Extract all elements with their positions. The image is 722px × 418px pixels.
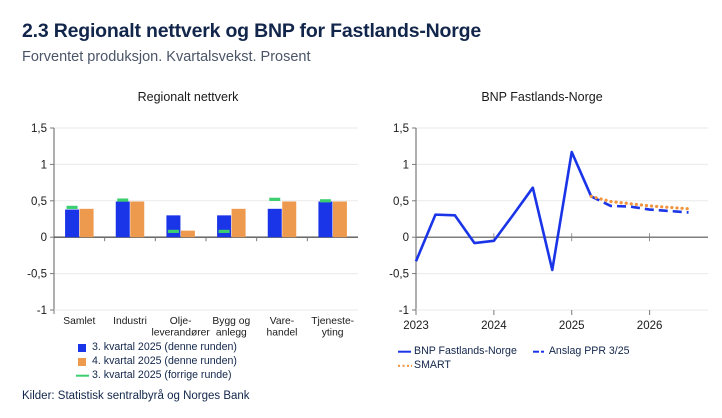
marker-q3-forrige-runde (218, 229, 230, 233)
y-tick-label: 0 (41, 232, 47, 244)
marker-q3-forrige-runde (269, 197, 281, 201)
legend-label: 3. kvartal 2025 (denne runden) (92, 341, 237, 353)
x-category-label: yting (322, 328, 344, 339)
marker-q3-forrige-runde (117, 198, 129, 202)
legend-left: 3. kvartal 2025 (denne runden) 4. kvartal… (76, 341, 237, 383)
series-line-smart (589, 194, 691, 211)
chart-panel-regionalt-nettverk: Regionalt nettverk 1,5 1 0,5 0 -0,5 -1 Samlet I… (14, 90, 362, 339)
bar-q3-denne-runden (115, 201, 130, 238)
legend-item[interactable]: SMART (398, 359, 517, 372)
y-tick-label: 0,5 (393, 196, 409, 208)
legend-item[interactable]: BNP Fastlands-Norge (398, 345, 517, 358)
chart-title-left: Regionalt nettverk (137, 90, 239, 104)
legend-swatch-line (76, 369, 89, 382)
marker-q3-forrige-runde (167, 229, 179, 233)
legend-column-primary: BNP Fastlands-Norge SMART (398, 345, 517, 373)
marker-q3-forrige-runde (319, 199, 331, 203)
legend-right: BNP Fastlands-Norge SMART Anslag PPR 3/25 (398, 345, 630, 373)
y-tick-label: -1 (399, 305, 409, 317)
y-tick-label: 0 (403, 232, 409, 244)
legend-swatch-square (76, 341, 89, 354)
x-category-label: leverandører (151, 328, 210, 339)
page-subtitle: Forventet produksjon. Kvartalsvekst. Pro… (22, 49, 311, 65)
bar-q4-denne-runden (332, 201, 347, 238)
chart-title-right: BNP Fastlands-Norge (481, 90, 603, 104)
y-tick-label: -1 (37, 305, 47, 317)
x-tick-label: 2023 (403, 320, 429, 332)
x-tick-label: 2026 (637, 320, 663, 332)
bar-q3-denne-runden (267, 208, 282, 238)
legend-item[interactable]: 3. kvartal 2025 (denne runden) (76, 341, 237, 354)
line-chart-svg: 1,5 1 0,5 0 -0,5 -1 2023 2024 2025 2026 (389, 123, 708, 332)
series-line-bnp-fastlands-norge (414, 150, 593, 272)
bar-q3-denne-runden (166, 215, 181, 238)
bar-chart-svg: 1,5 1 0,5 0 -0,5 -1 Samlet Industri Olje-leveran… (27, 123, 358, 339)
bar-q3-denne-runden (65, 209, 80, 238)
legend-swatch-line (398, 345, 411, 358)
y-tick-label: -0,5 (27, 269, 47, 281)
x-category-label: Vare- (270, 316, 294, 327)
legend-swatch-square (76, 355, 89, 368)
y-tick-label: -0,5 (389, 269, 409, 281)
y-tick-label: 1 (41, 159, 47, 171)
bar-q4-denne-runden (180, 230, 195, 238)
y-tick-label: 0,5 (31, 196, 47, 208)
legend-label: BNP Fastlands-Norge (414, 345, 517, 357)
legend-swatch-dotted (398, 359, 412, 372)
x-category-label: Bygg og (212, 316, 250, 327)
bar-q4-denne-runden (79, 208, 94, 238)
legend-label: 3. kvartal 2025 (forrige runde) (92, 369, 232, 381)
x-tick-label: 2025 (559, 320, 585, 332)
y-tick-label: 1 (403, 159, 409, 171)
x-category-label: Tjeneste- (311, 316, 354, 327)
legend-swatch-dashed (532, 345, 546, 358)
bar-q4-denne-runden (282, 201, 297, 238)
chart-panel-bnp-fastlands-norge: BNP Fastlands-Norge 1,5 1 0,5 0 -0,5 -1 2023 20… (372, 90, 712, 332)
page-title: 2.3 Regionalt nettverk og BNP for Fastla… (22, 20, 482, 42)
legend-label: 4. kvartal 2025 (denne runden) (92, 355, 237, 367)
marker-q3-forrige-runde (66, 205, 78, 209)
bar-q4-denne-runden (231, 208, 246, 238)
bar-q3-denne-runden (217, 215, 232, 238)
legend-label: Anslag PPR 3/25 (548, 345, 630, 357)
x-tick-label: 2024 (481, 320, 507, 332)
legend-item[interactable]: Anslag PPR 3/25 (532, 345, 630, 358)
x-category-label: Industri (113, 316, 147, 327)
legend-column-secondary: Anslag PPR 3/25 (532, 345, 630, 373)
legend-item[interactable]: 4. kvartal 2025 (denne runden) (76, 355, 237, 368)
x-category-label: handel (267, 328, 298, 339)
legend-item[interactable]: 3. kvartal 2025 (forrige runde) (76, 369, 237, 382)
x-category-label: anlegg (216, 328, 247, 339)
y-tick-label: 1,5 (393, 123, 409, 135)
bar-q3-denne-runden (318, 201, 333, 238)
series-line-anslag-ppr-3-25 (590, 195, 689, 214)
y-tick-label: 1,5 (31, 123, 47, 135)
x-category-label: Samlet (63, 316, 95, 327)
legend-label: SMART (414, 359, 451, 371)
source-note: Kilder: Statistisk sentralbyrå og Norges… (22, 390, 250, 402)
x-category-label: Olje- (170, 316, 192, 327)
bar-q4-denne-runden (130, 201, 145, 238)
